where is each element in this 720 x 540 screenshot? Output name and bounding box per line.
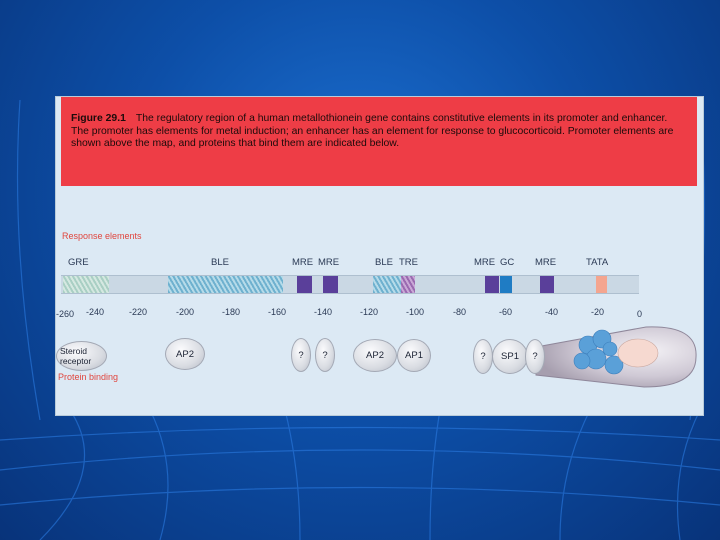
response-elements-label: Response elements (62, 231, 142, 241)
polymerase-complex-icon (535, 326, 697, 388)
mre-segment (540, 276, 554, 293)
element-label-gre: GRE (68, 257, 89, 268)
element-label-mre: MRE (535, 257, 557, 268)
ap2-protein: AP2 (353, 339, 397, 372)
unknown-protein: ? (525, 339, 545, 374)
figure-caption: Figure 29.1 The regulatory region of a hu… (61, 97, 697, 186)
position-tick: 0 (637, 309, 643, 319)
element-label-mre: MRE (292, 257, 314, 268)
sp1-protein: SP1 (492, 339, 528, 374)
protein-label: ? (322, 349, 328, 361)
figure: Figure 29.1 The regulatory region of a hu… (55, 96, 704, 416)
mre-segment (485, 276, 499, 293)
protein-label: Steroid receptor (60, 346, 92, 366)
position-tick: -60 (499, 307, 513, 317)
element-label-tata: TATA (586, 257, 609, 268)
element-label-mre: MRE (474, 257, 496, 268)
position-tick: -200 (176, 307, 195, 317)
protein-label: AP2 (366, 350, 384, 361)
position-tick: -240 (86, 307, 105, 317)
protein-binding-label: Protein binding (58, 372, 119, 382)
position-tick: -20 (591, 307, 605, 317)
caption-text: The regulatory region of a human metallo… (71, 113, 674, 149)
gre-segment (63, 276, 109, 293)
protein-label: ? (298, 349, 304, 361)
position-tick: -140 (314, 307, 333, 317)
tre-segment (401, 276, 415, 293)
mre-segment (297, 276, 312, 293)
protein-label: SP1 (501, 351, 519, 362)
unknown-protein: ? (291, 338, 311, 372)
unknown-protein: ? (473, 339, 493, 374)
figure-label: Figure 29.1 (71, 113, 126, 124)
position-tick: -40 (545, 307, 559, 317)
element-label-tre: TRE (399, 257, 418, 268)
position-tick: -220 (129, 307, 148, 317)
position-tick: -80 (453, 307, 467, 317)
element-label-gc: GC (500, 257, 515, 268)
element-label-ble: BLE (375, 257, 393, 268)
position-tick: -160 (268, 307, 287, 317)
ble-segment (373, 276, 405, 293)
ap1-protein: AP1 (397, 339, 431, 372)
gc-segment (500, 276, 512, 293)
ble-segment (168, 276, 283, 293)
position-tick: -260 (56, 309, 75, 319)
protein-label: ? (480, 351, 486, 362)
tata-segment (596, 276, 607, 293)
steroid-receptor-protein: Steroid receptor (56, 341, 107, 371)
position-tick: -180 (222, 307, 241, 317)
protein-label: AP1 (405, 350, 423, 361)
element-label-ble: BLE (211, 257, 229, 268)
unknown-protein: ? (315, 338, 335, 372)
ap2-protein: AP2 (165, 338, 205, 370)
element-label-mre: MRE (318, 257, 340, 268)
mre-segment (323, 276, 338, 293)
promoter-map-bar (61, 275, 639, 294)
position-tick: -100 (406, 307, 425, 317)
position-tick: -120 (360, 307, 379, 317)
protein-label: AP2 (176, 348, 194, 360)
protein-label: ? (532, 351, 538, 362)
